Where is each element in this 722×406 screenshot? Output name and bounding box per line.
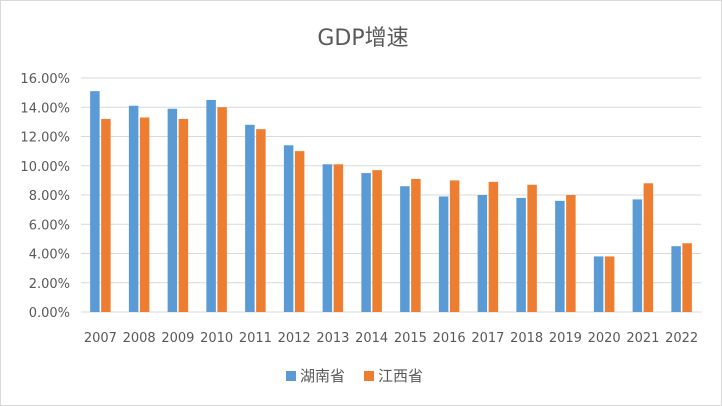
x-tick-label: 2011 — [239, 331, 272, 346]
bar-series-2-2012 — [294, 151, 305, 312]
bar-series-2-2018 — [527, 184, 537, 312]
x-tick-label: 2018 — [510, 331, 543, 346]
bar-series-1-2013 — [322, 164, 333, 312]
bar-series-2-2014 — [372, 170, 382, 312]
bar-series-1-2016 — [438, 196, 449, 312]
y-tick-label: 14.00% — [20, 101, 70, 116]
x-tick-label: 2019 — [549, 331, 582, 346]
x-tick-label: 2015 — [394, 331, 427, 346]
bar-series-2-2009 — [178, 118, 189, 312]
bar-series-2-2011 — [256, 129, 266, 312]
y-tick-label: 12.00% — [20, 131, 70, 146]
bar-series-1-2007 — [90, 91, 100, 312]
x-tick-label: 2020 — [588, 331, 621, 346]
bar-series-1-2008 — [128, 105, 139, 312]
y-tick-label: 10.00% — [20, 160, 70, 175]
x-tick-label: 2022 — [665, 331, 698, 346]
bar-series-2-2010 — [217, 107, 227, 312]
chart-title: GDP增速 — [317, 26, 408, 51]
bar-series-1-2012 — [283, 145, 294, 312]
legend: 湖南省 江西省 — [286, 367, 423, 385]
legend-label: 江西省 — [378, 367, 423, 385]
bar-series-2-2021 — [643, 183, 654, 312]
bar-series-2-2020 — [604, 256, 615, 312]
x-tick-label: 2013 — [316, 331, 349, 346]
bar-series-2-2022 — [682, 243, 692, 312]
x-tick-label: 2016 — [433, 331, 466, 346]
x-tick-label: 2010 — [200, 331, 233, 346]
bar-series-1-2011 — [245, 124, 255, 312]
bar-series-1-2014 — [361, 173, 371, 312]
legend-swatch — [286, 371, 296, 381]
bar-series-2-2019 — [566, 195, 576, 312]
y-tick-label: 2.00% — [29, 277, 70, 292]
bar-series-1-2020 — [593, 256, 604, 312]
bars — [90, 91, 692, 313]
legend-label: 湖南省 — [300, 367, 345, 385]
x-tick-label: 2007 — [84, 331, 117, 346]
x-tick-label: 2021 — [626, 331, 659, 346]
bar-series-1-2017 — [477, 195, 488, 312]
y-tick-label: 0.00% — [29, 306, 70, 321]
y-axis-tick-labels: 0.00% 2.00% 4.00% 6.00% 8.00% 10.00% 12.00% 14.… — [20, 72, 70, 321]
bar-series-2-2007 — [101, 118, 111, 312]
bar-series-2-2013 — [333, 164, 344, 312]
x-tick-label: 2008 — [123, 331, 156, 346]
y-tick-label: 16.00% — [20, 72, 70, 87]
bar-series-1-2021 — [632, 199, 643, 312]
bar-series-1-2010 — [206, 99, 216, 312]
x-tick-label: 2009 — [161, 331, 194, 346]
bar-series-1-2018 — [516, 197, 526, 312]
y-tick-label: 4.00% — [29, 248, 70, 263]
bar-series-1-2019 — [555, 200, 565, 312]
x-tick-label: 2012 — [278, 331, 311, 346]
bar-series-2-2017 — [488, 181, 499, 312]
x-axis-tick-labels: 2007 2008 2009 2010 2011 2012 2013 2014 2015 2016… — [84, 331, 698, 346]
bar-series-2-2008 — [139, 117, 150, 312]
x-tick-label: 2014 — [355, 331, 388, 346]
y-tick-label: 8.00% — [29, 189, 70, 204]
bar-series-1-2022 — [671, 246, 681, 312]
y-tick-label: 6.00% — [29, 218, 70, 233]
bar-series-2-2015 — [411, 178, 421, 312]
x-tick-label: 2017 — [471, 331, 504, 346]
legend-swatch — [364, 371, 374, 381]
bar-series-2-2016 — [449, 180, 460, 312]
bar-series-1-2009 — [167, 108, 178, 313]
bar-series-1-2015 — [400, 186, 410, 312]
